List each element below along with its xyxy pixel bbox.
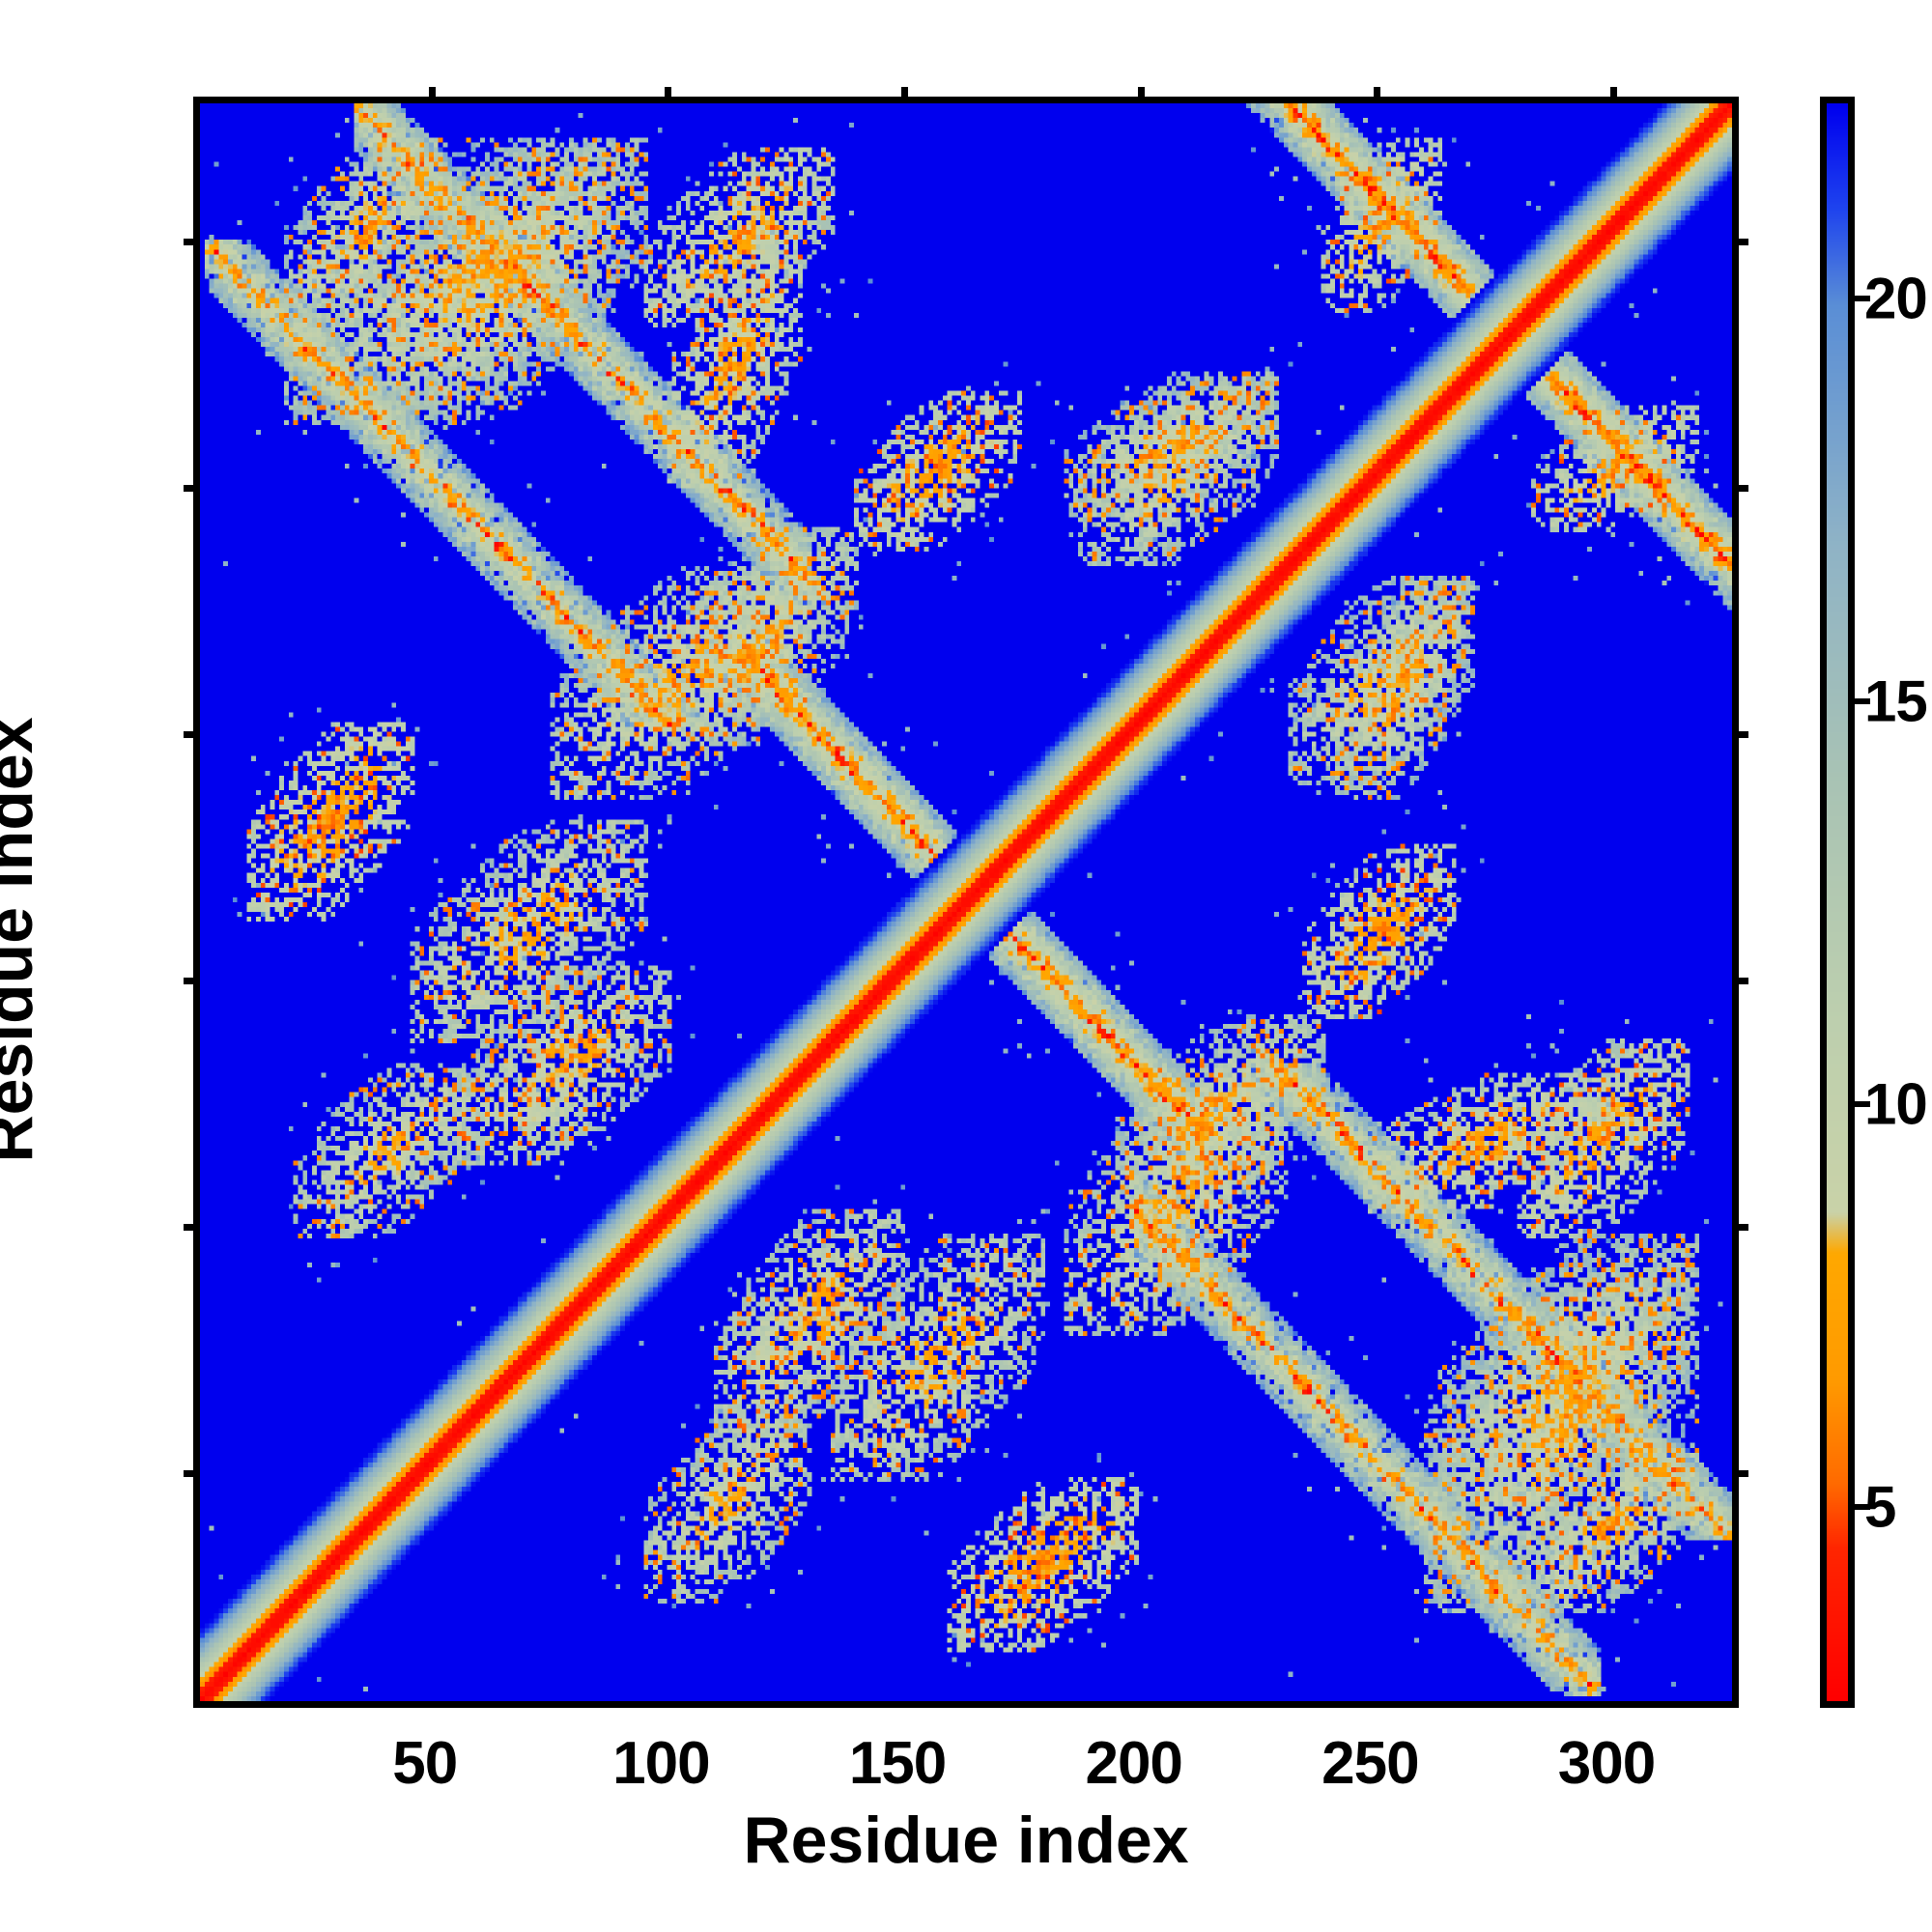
x-axis-tick-top (1374, 87, 1381, 103)
colorbar-tick-label: 10 (1864, 1071, 1928, 1136)
x-axis-tick-top (1609, 87, 1617, 103)
colorbar-wrapper: 5 10 15 20 (1820, 97, 1928, 1708)
y-axis-tick (184, 484, 200, 492)
contact-map-canvas (200, 103, 1732, 1701)
colorbar-tick (1855, 1100, 1870, 1107)
x-axis-title: Residue index (743, 1804, 1189, 1877)
y-axis-tick-right (1732, 238, 1748, 245)
heatmap-plot-area (184, 87, 1748, 1708)
y-axis-tick-right (1732, 730, 1748, 738)
colorbar (1820, 97, 1855, 1708)
x-axis-tick-top (428, 87, 436, 103)
x-axis-tick-top (1137, 87, 1145, 103)
colorbar-tick (1855, 1503, 1870, 1510)
x-axis-tick-label: 250 (1321, 1730, 1419, 1797)
colorbar-gradient (1827, 103, 1848, 1701)
y-axis-tick-right (1732, 977, 1748, 984)
colorbar-tick-label: 15 (1864, 668, 1928, 733)
x-axis-tick-label: 200 (1085, 1730, 1182, 1797)
x-axis-tick-top (665, 87, 672, 103)
y-axis-tick-right (1732, 484, 1748, 492)
y-axis-tick-right (1732, 1470, 1748, 1478)
colorbar-tick-label: 20 (1864, 266, 1928, 330)
y-axis-tick (184, 238, 200, 245)
x-axis-tick-label: 150 (848, 1730, 947, 1797)
colorbar-tick (1855, 295, 1870, 301)
y-axis-title: Residue index (0, 717, 46, 1163)
y-axis-tick (184, 1470, 200, 1478)
y-axis-tick (184, 977, 200, 984)
y-axis-tick-right (1732, 1224, 1748, 1231)
x-axis-tick-top (901, 87, 909, 103)
x-axis-tick-label: 300 (1557, 1730, 1656, 1797)
y-axis-tick (184, 730, 200, 738)
colorbar-tick (1855, 697, 1870, 704)
x-axis-tick-label: 100 (612, 1730, 710, 1797)
colorbar-tick-label: 5 (1864, 1474, 1896, 1539)
y-axis-tick (184, 1224, 200, 1231)
x-axis-tick-label: 50 (392, 1730, 458, 1797)
